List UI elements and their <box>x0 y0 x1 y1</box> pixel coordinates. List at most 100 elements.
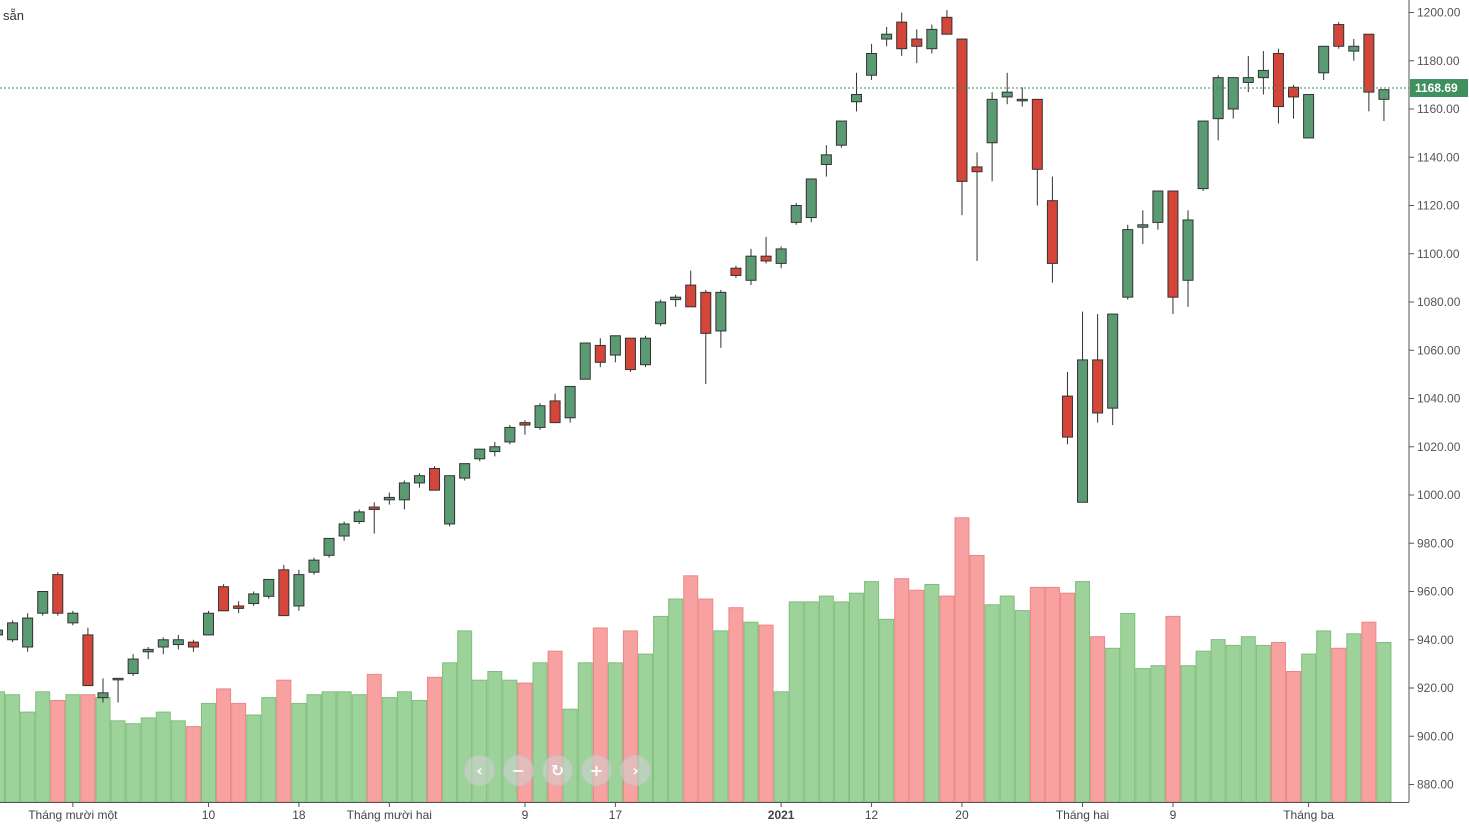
candle <box>1167 190 1179 315</box>
volume-bar <box>698 598 714 803</box>
volume-bar <box>80 694 96 803</box>
scroll-right-button[interactable]: › <box>620 755 651 786</box>
candle-body-up <box>986 98 998 144</box>
volume-bar <box>231 702 247 803</box>
volume-bar <box>291 702 307 803</box>
volume-bar <box>1331 647 1347 803</box>
candle <box>413 473 425 488</box>
candle <box>112 677 124 703</box>
candle-body-up <box>866 53 878 76</box>
candle-body-up <box>790 205 802 223</box>
volume-bar <box>95 697 111 803</box>
candle-body-down <box>685 284 697 308</box>
candle <box>745 248 757 286</box>
candle-body-up <box>444 475 456 525</box>
candle-body-up <box>1152 190 1164 223</box>
candle <box>67 610 79 626</box>
candle <box>700 289 712 385</box>
price-candles <box>0 10 1390 703</box>
volume-bar <box>969 555 985 803</box>
candle <box>0 629 3 636</box>
candle-body-up <box>609 335 621 356</box>
y-tick-label: 1120.00 <box>1417 199 1460 213</box>
y-tick-label: 1040.00 <box>1417 392 1461 406</box>
candle <box>1333 22 1345 49</box>
candle-body-up <box>0 629 3 636</box>
volume-bar <box>909 589 925 803</box>
volume-bar <box>1150 665 1166 803</box>
reset-button[interactable]: ↻ <box>542 755 573 786</box>
volume-bar <box>50 700 66 803</box>
y-tick-label: 1100.00 <box>1417 247 1460 261</box>
candle-body-down <box>1031 98 1043 170</box>
volume-bar <box>200 702 216 803</box>
candle <box>1031 98 1043 206</box>
candle-body-down <box>519 422 531 426</box>
candle <box>896 12 908 56</box>
scroll-left-button[interactable]: ‹ <box>464 755 495 786</box>
candle <box>398 480 410 510</box>
volume-bar <box>758 624 774 803</box>
candle <box>202 610 214 636</box>
candle-body-down <box>971 166 983 173</box>
volume-bar <box>728 607 744 803</box>
candle-body-down <box>1061 395 1073 438</box>
volume-bar <box>713 630 729 803</box>
candle <box>1107 313 1119 426</box>
volume-bar <box>1120 613 1136 803</box>
candle <box>564 385 576 423</box>
candle-body-up <box>1182 219 1194 281</box>
candle <box>1257 51 1269 95</box>
candle <box>157 637 169 655</box>
candle-body-down <box>233 605 245 609</box>
volume-bar <box>833 601 849 803</box>
candle-body-down <box>1333 24 1345 47</box>
chart-navigation: ‹ − ↻ + › <box>464 755 651 786</box>
volume-bar <box>411 700 427 803</box>
volume-bar <box>848 592 864 803</box>
zoom-in-button[interactable]: + <box>581 755 612 786</box>
candle-body-up <box>338 523 350 537</box>
volume-bar <box>1316 630 1332 803</box>
candle-body-down <box>187 641 199 648</box>
y-tick-label: 920.00 <box>1417 681 1454 695</box>
volume-bar <box>1180 665 1196 803</box>
candle-body-down <box>760 255 772 262</box>
volume-bar <box>427 676 443 803</box>
candle-body-up <box>579 342 591 380</box>
candle-body-up <box>775 248 787 264</box>
candle <box>941 10 953 35</box>
candle-body-down <box>1272 53 1284 108</box>
candle <box>37 591 49 616</box>
volume-bar <box>0 691 5 803</box>
candle <box>444 475 456 527</box>
candle-body-up <box>22 617 34 648</box>
candle <box>187 639 199 652</box>
candle-body-up <box>1122 229 1134 298</box>
candle <box>293 569 305 611</box>
candle-body-up <box>1242 77 1254 83</box>
candle <box>459 463 471 481</box>
x-tick-label: 10 <box>202 808 216 822</box>
volume-bar <box>1059 592 1075 803</box>
candle-body-up <box>353 511 365 523</box>
candle-body-up <box>489 446 501 453</box>
candle-body-up <box>67 612 79 624</box>
candle <box>1303 94 1315 139</box>
y-tick-label: 1020.00 <box>1417 440 1461 454</box>
candle <box>926 24 938 54</box>
candle <box>1077 311 1089 503</box>
chevron-left-icon: ‹ <box>476 761 483 780</box>
candle-body-up <box>1303 94 1315 139</box>
candle-body-down <box>549 400 561 424</box>
volume-bar <box>653 615 669 803</box>
candle <box>233 601 245 614</box>
candle-body-up <box>1348 45 1360 52</box>
candle <box>368 502 380 534</box>
candle <box>760 236 772 264</box>
zoom-out-button[interactable]: − <box>503 755 534 786</box>
x-tick-label: Tháng ba <box>1283 808 1334 822</box>
candle-body-up <box>1378 89 1390 100</box>
candle <box>715 289 727 348</box>
